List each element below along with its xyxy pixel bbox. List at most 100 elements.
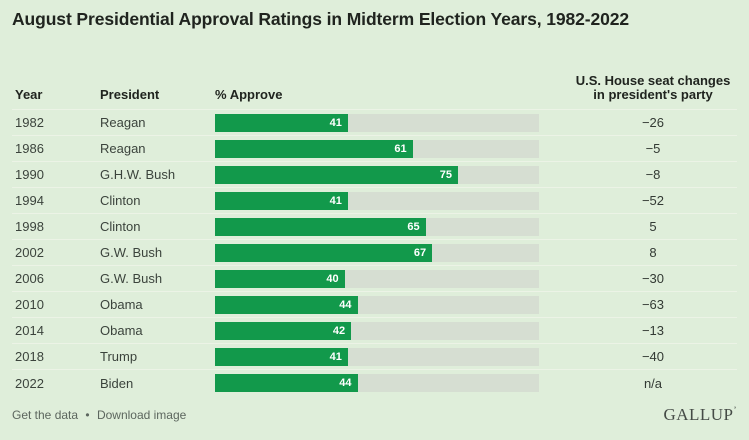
bar-value-label: 40 <box>326 272 339 285</box>
row-bar-cell: 41 <box>215 191 539 210</box>
table-row: 2006 G.W. Bush 40 −30 <box>12 266 737 292</box>
bar-value-label: 67 <box>413 246 427 259</box>
bar-track: 61 <box>215 139 539 158</box>
bar-value-label: 44 <box>339 298 352 311</box>
bar-value-label: 61 <box>394 142 407 155</box>
bar-value-label: 75 <box>439 168 452 181</box>
bar-track: 40 <box>215 269 539 288</box>
row-year: 2018 <box>15 349 44 364</box>
bar-track: 75 <box>215 165 539 184</box>
table-row: 2022 Biden 44 n/a <box>12 370 737 396</box>
bar-track: 42 <box>215 321 539 340</box>
bar-value-label: 65 <box>407 220 420 233</box>
bar-fill: 42 <box>215 321 352 340</box>
row-year: 1994 <box>15 193 44 208</box>
row-year: 1982 <box>15 115 44 130</box>
chart-card: August Presidential Approval Ratings in … <box>12 9 737 425</box>
row-president: Clinton <box>100 193 141 208</box>
row-year: 1986 <box>15 141 44 156</box>
row-president: Reagan <box>100 115 146 130</box>
row-president: G.H.W. Bush <box>100 167 176 182</box>
bar-fill: 41 <box>215 113 348 132</box>
row-bar-cell: 44 <box>215 374 539 392</box>
bar-fill: 41 <box>215 191 348 210</box>
footer: Get the data • Download image GALLUP’ <box>12 405 737 425</box>
row-president: Reagan <box>100 141 146 156</box>
bar-fill: 67 <box>215 243 433 262</box>
row-year: 2006 <box>15 271 44 286</box>
bar-value-label: 44 <box>339 377 352 389</box>
table-row: 2010 Obama 44 −63 <box>12 292 737 318</box>
table-header: Year President % Approve U.S. House seat… <box>12 74 737 110</box>
row-president: G.W. Bush <box>100 271 163 286</box>
get-the-data-link[interactable]: Get the data <box>12 408 79 422</box>
row-bar-cell: 75 <box>215 165 539 184</box>
row-president: Obama <box>100 323 143 338</box>
seat-changes-header-line2: in president's party <box>593 87 713 102</box>
bar-fill: 41 <box>215 347 348 366</box>
row-seat-change: −40 <box>641 349 665 364</box>
gallup-logo: GALLUP’ <box>663 405 737 424</box>
bar-value-label: 41 <box>329 350 342 363</box>
table-row: 1998 Clinton 65 5 <box>12 214 737 240</box>
bar-track: 41 <box>215 347 539 366</box>
row-year: 2010 <box>15 297 44 312</box>
column-header-approve: % Approve <box>215 87 283 102</box>
row-bar-cell: 67 <box>215 243 539 262</box>
row-year: 2014 <box>15 323 44 338</box>
row-bar-cell: 41 <box>215 347 539 366</box>
row-year: 2002 <box>15 245 44 260</box>
row-president: Obama <box>100 297 143 312</box>
table-row: 2014 Obama 42 −13 <box>12 318 737 344</box>
table-row: 2018 Trump 41 −40 <box>12 344 737 370</box>
row-bar-cell: 65 <box>215 217 539 236</box>
row-year: 2022 <box>15 375 44 391</box>
bar-fill: 65 <box>215 217 426 236</box>
row-seat-change: −63 <box>641 297 665 312</box>
bar-track: 44 <box>215 374 539 392</box>
chart-title: August Presidential Approval Ratings in … <box>12 9 630 29</box>
bar-track: 67 <box>215 243 539 262</box>
bar-track: 41 <box>215 191 539 210</box>
row-president: Trump <box>100 349 138 364</box>
bar-fill: 40 <box>215 269 345 288</box>
footer-links: Get the data • Download image <box>12 408 186 422</box>
row-bar-cell: 42 <box>215 321 539 340</box>
bar-value-label: 41 <box>329 116 342 129</box>
bar-fill: 44 <box>215 295 358 314</box>
row-president: Clinton <box>100 219 141 234</box>
download-image-link[interactable]: Download image <box>96 408 187 422</box>
row-seat-change: −13 <box>641 323 665 338</box>
column-header-year: Year <box>15 87 43 102</box>
table-body: 1982 Reagan 41 −26 1986 Reagan 61 −5 199… <box>12 110 737 396</box>
bar-value-label: 42 <box>332 324 346 337</box>
row-year: 1990 <box>15 167 44 182</box>
row-bar-cell: 61 <box>215 139 539 158</box>
row-seat-change: 5 <box>649 219 657 234</box>
table-row: 1994 Clinton 41 −52 <box>12 188 737 214</box>
table-row: 1990 G.H.W. Bush 75 −8 <box>12 162 737 188</box>
table-row: 1986 Reagan 61 −5 <box>12 136 737 162</box>
column-header-president: President <box>100 87 160 102</box>
row-seat-change: −30 <box>641 271 665 286</box>
bar-track: 41 <box>215 113 539 132</box>
bar-track: 65 <box>215 217 539 236</box>
row-president: Biden <box>100 375 134 391</box>
gallup-trademark: ’ <box>733 405 737 415</box>
footer-bullet-separator: • <box>85 408 90 422</box>
row-president: G.W. Bush <box>100 245 163 260</box>
row-bar-cell: 41 <box>215 113 539 132</box>
table-row: 2002 G.W. Bush 67 8 <box>12 240 737 266</box>
row-seat-change: −52 <box>641 193 665 208</box>
row-seat-change: n/a <box>643 375 663 391</box>
bar-fill: 75 <box>215 165 458 184</box>
row-seat-change: −26 <box>641 115 665 130</box>
row-year: 1998 <box>15 219 44 234</box>
bar-value-label: 41 <box>329 194 342 207</box>
row-seat-change: −8 <box>645 167 661 182</box>
table-row: 1982 Reagan 41 −26 <box>12 110 737 136</box>
row-seat-change: −5 <box>645 141 661 156</box>
bar-track: 44 <box>215 295 539 314</box>
seat-changes-header-line1: U.S. House seat changes <box>575 73 731 88</box>
row-bar-cell: 44 <box>215 295 539 314</box>
